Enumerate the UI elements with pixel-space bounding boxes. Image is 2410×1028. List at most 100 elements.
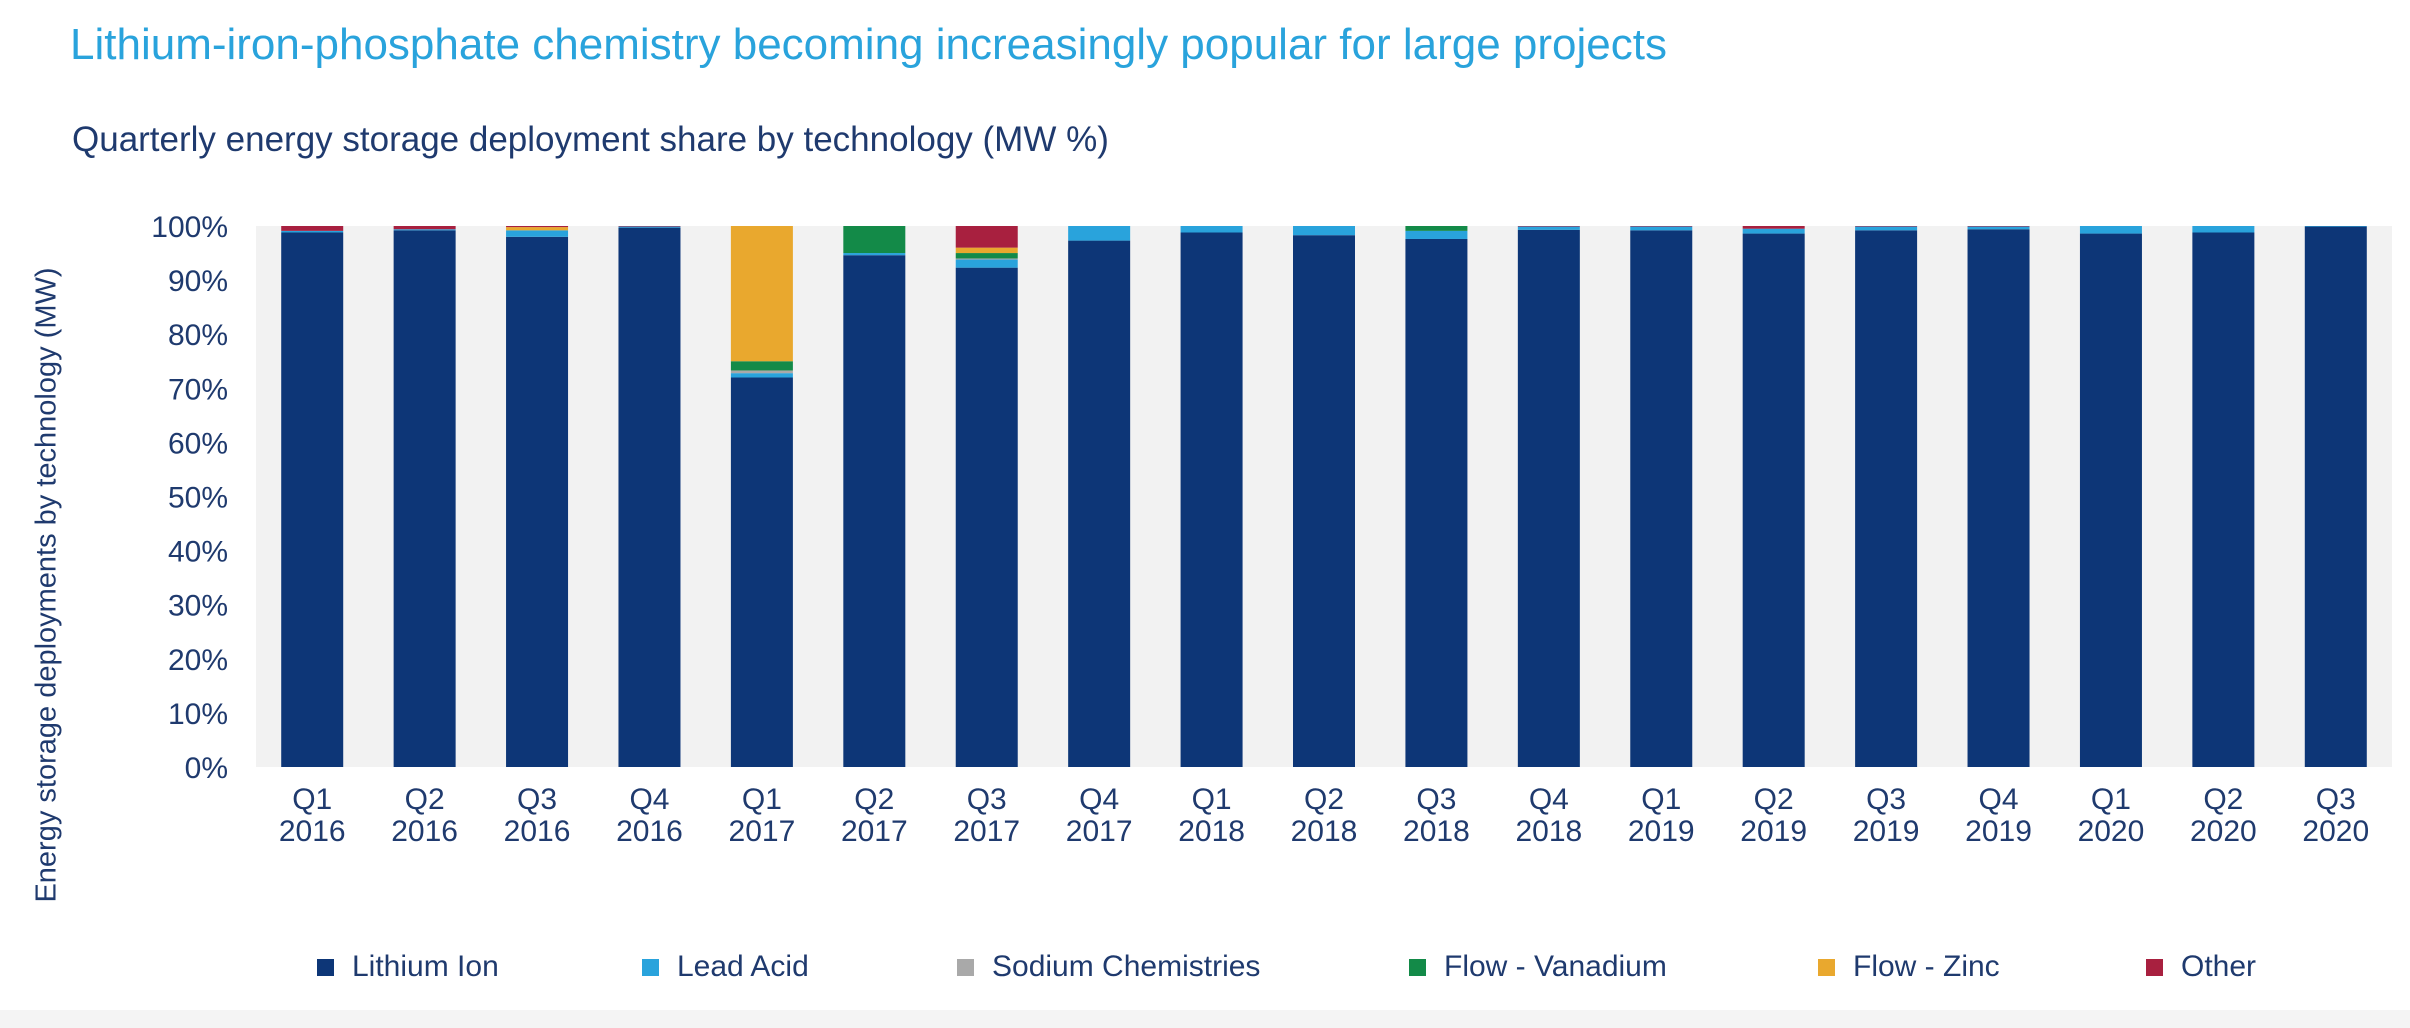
bar-stack [281, 226, 344, 767]
x-tick-year: 2016 [279, 815, 346, 848]
legend-swatch [1818, 958, 1835, 976]
x-tick-year: 2018 [1403, 815, 1470, 848]
x-tick-quarter: Q1 [292, 783, 332, 816]
bar-stack [730, 226, 793, 767]
bar-stack [2079, 226, 2142, 768]
y-tick-label: 10% [168, 698, 228, 731]
bar-segment-other [618, 226, 681, 227]
legend-label: Other [2181, 950, 2257, 983]
bar-segment-other [281, 226, 344, 231]
bar-segment-lead-acid [2079, 226, 2142, 234]
bar-segment-other [1630, 226, 1693, 227]
x-tick-quarter: Q3 [967, 783, 1007, 816]
x-tick-quarter: Q4 [629, 783, 669, 816]
bar-segment-flow-zinc [955, 247, 1018, 254]
bar-segment-lead-acid [1068, 226, 1131, 241]
footer-band [0, 1010, 2410, 1028]
bar-stack [843, 226, 906, 768]
bar-segment-lead-acid [843, 253, 906, 256]
bar-stack [1180, 226, 1243, 767]
x-tick-quarter: Q2 [1754, 783, 1794, 816]
x-tick-year: 2019 [1740, 815, 1807, 848]
bar-segment-lead-acid [2304, 226, 2367, 227]
y-tick-label: 80% [168, 319, 228, 352]
bar-stack [393, 226, 456, 767]
bar-segment-lithium-ion [1068, 240, 1131, 767]
y-tick-label: 100% [151, 211, 228, 244]
x-tick-year: 2019 [1628, 815, 1695, 848]
x-tick-year: 2018 [1291, 815, 1358, 848]
x-tick-quarter: Q3 [1416, 783, 1456, 816]
bar-segment-lithium-ion [1855, 230, 1918, 767]
x-tick-quarter: Q3 [1866, 783, 1906, 816]
chart-subtitle: Quarterly energy storage deployment shar… [72, 120, 1109, 159]
y-tick-label: 50% [168, 482, 228, 515]
bar-segment-lead-acid [1742, 228, 1805, 234]
x-tick-quarter: Q1 [2091, 783, 2131, 816]
bar-segment-flow-zinc [506, 227, 569, 231]
bar-stack [1630, 226, 1693, 767]
legend-label: Sodium Chemistries [992, 950, 1261, 983]
x-tick-year: 2016 [504, 815, 571, 848]
bar-segment-flow-vanadium [843, 226, 906, 254]
bar-segment-lead-acid [730, 373, 793, 378]
legend-item: Sodium Chemistries [957, 950, 1260, 984]
legend-label: Lead Acid [677, 950, 809, 983]
x-tick-quarter: Q4 [1079, 783, 1119, 816]
y-tick-label: 90% [168, 265, 228, 298]
bar-segment-lithium-ion [2304, 226, 2367, 767]
x-tick-quarter: Q2 [405, 783, 445, 816]
bar-stack [1068, 226, 1131, 767]
legend-label: Flow - Vanadium [1444, 950, 1667, 983]
stacked-bar-chart: 0%10%20%30%40%50%60%70%80%90%100% Q12016… [151, 211, 2392, 848]
bar-stack [618, 226, 681, 768]
bar-segment-other [1967, 226, 2030, 227]
bar-segment-lithium-ion [955, 267, 1018, 767]
x-tick-quarter: Q4 [1529, 783, 1569, 816]
bar-segment-lead-acid [618, 226, 681, 228]
bar-stack [1405, 226, 1468, 767]
bar-segment-lead-acid [2192, 226, 2255, 233]
x-tick-year: 2017 [1066, 815, 1133, 848]
x-tick-year: 2020 [2190, 815, 2257, 848]
x-tick-quarter: Q2 [854, 783, 894, 816]
x-tick-year: 2018 [1515, 815, 1582, 848]
bar-stack [1967, 226, 2030, 768]
x-tick-quarter: Q3 [517, 783, 557, 816]
y-tick-label: 20% [168, 644, 228, 677]
bar-segment-other [506, 226, 569, 228]
legend-swatch [1409, 958, 1426, 976]
x-tick-year: 2017 [841, 815, 908, 848]
legend-item: Lead Acid [642, 950, 809, 984]
y-tick-label: 30% [168, 590, 228, 623]
x-tick-year: 2016 [616, 815, 683, 848]
bar-segment-other [393, 226, 456, 230]
x-tick-quarter: Q2 [1304, 783, 1344, 816]
bar-segment-flow-vanadium [1405, 226, 1468, 231]
x-tick-quarter: Q4 [1979, 783, 2019, 816]
bar-segment-lead-acid [955, 259, 1018, 268]
bar-segment-lead-acid [1405, 230, 1468, 239]
x-tick-year: 2020 [2078, 815, 2145, 848]
legend-item: Lithium Ion [317, 950, 499, 984]
legend-swatch [642, 958, 659, 976]
x-tick-year: 2017 [729, 815, 796, 848]
bar-segment-lithium-ion [1180, 232, 1243, 767]
bar-segment-lead-acid [1967, 226, 2030, 230]
bar-segment-lithium-ion [1405, 238, 1468, 767]
bar-segment-lead-acid [1517, 226, 1580, 230]
bar-segment-lithium-ion [2192, 232, 2255, 767]
y-tick-label: 0% [185, 752, 228, 785]
bar-segment-lead-acid [1293, 226, 1355, 236]
x-tick-quarter: Q1 [1641, 783, 1681, 816]
bar-segment-lead-acid [506, 230, 569, 237]
y-tick-labels: 0% 10% 20% 30% 40% 50% 60% 70% 80% 90% 100% [151, 211, 228, 785]
bar-segment-flow-vanadium [730, 361, 793, 371]
x-tick-year: 2019 [1965, 815, 2032, 848]
legend-item: Flow - Vanadium [1409, 950, 1667, 984]
legend-swatch [957, 958, 974, 976]
x-tick-quarter: Q1 [742, 783, 782, 816]
legend-item: Other [2146, 950, 2256, 984]
y-tick-label: 60% [168, 427, 228, 460]
bar-segment-lithium-ion [618, 227, 681, 768]
